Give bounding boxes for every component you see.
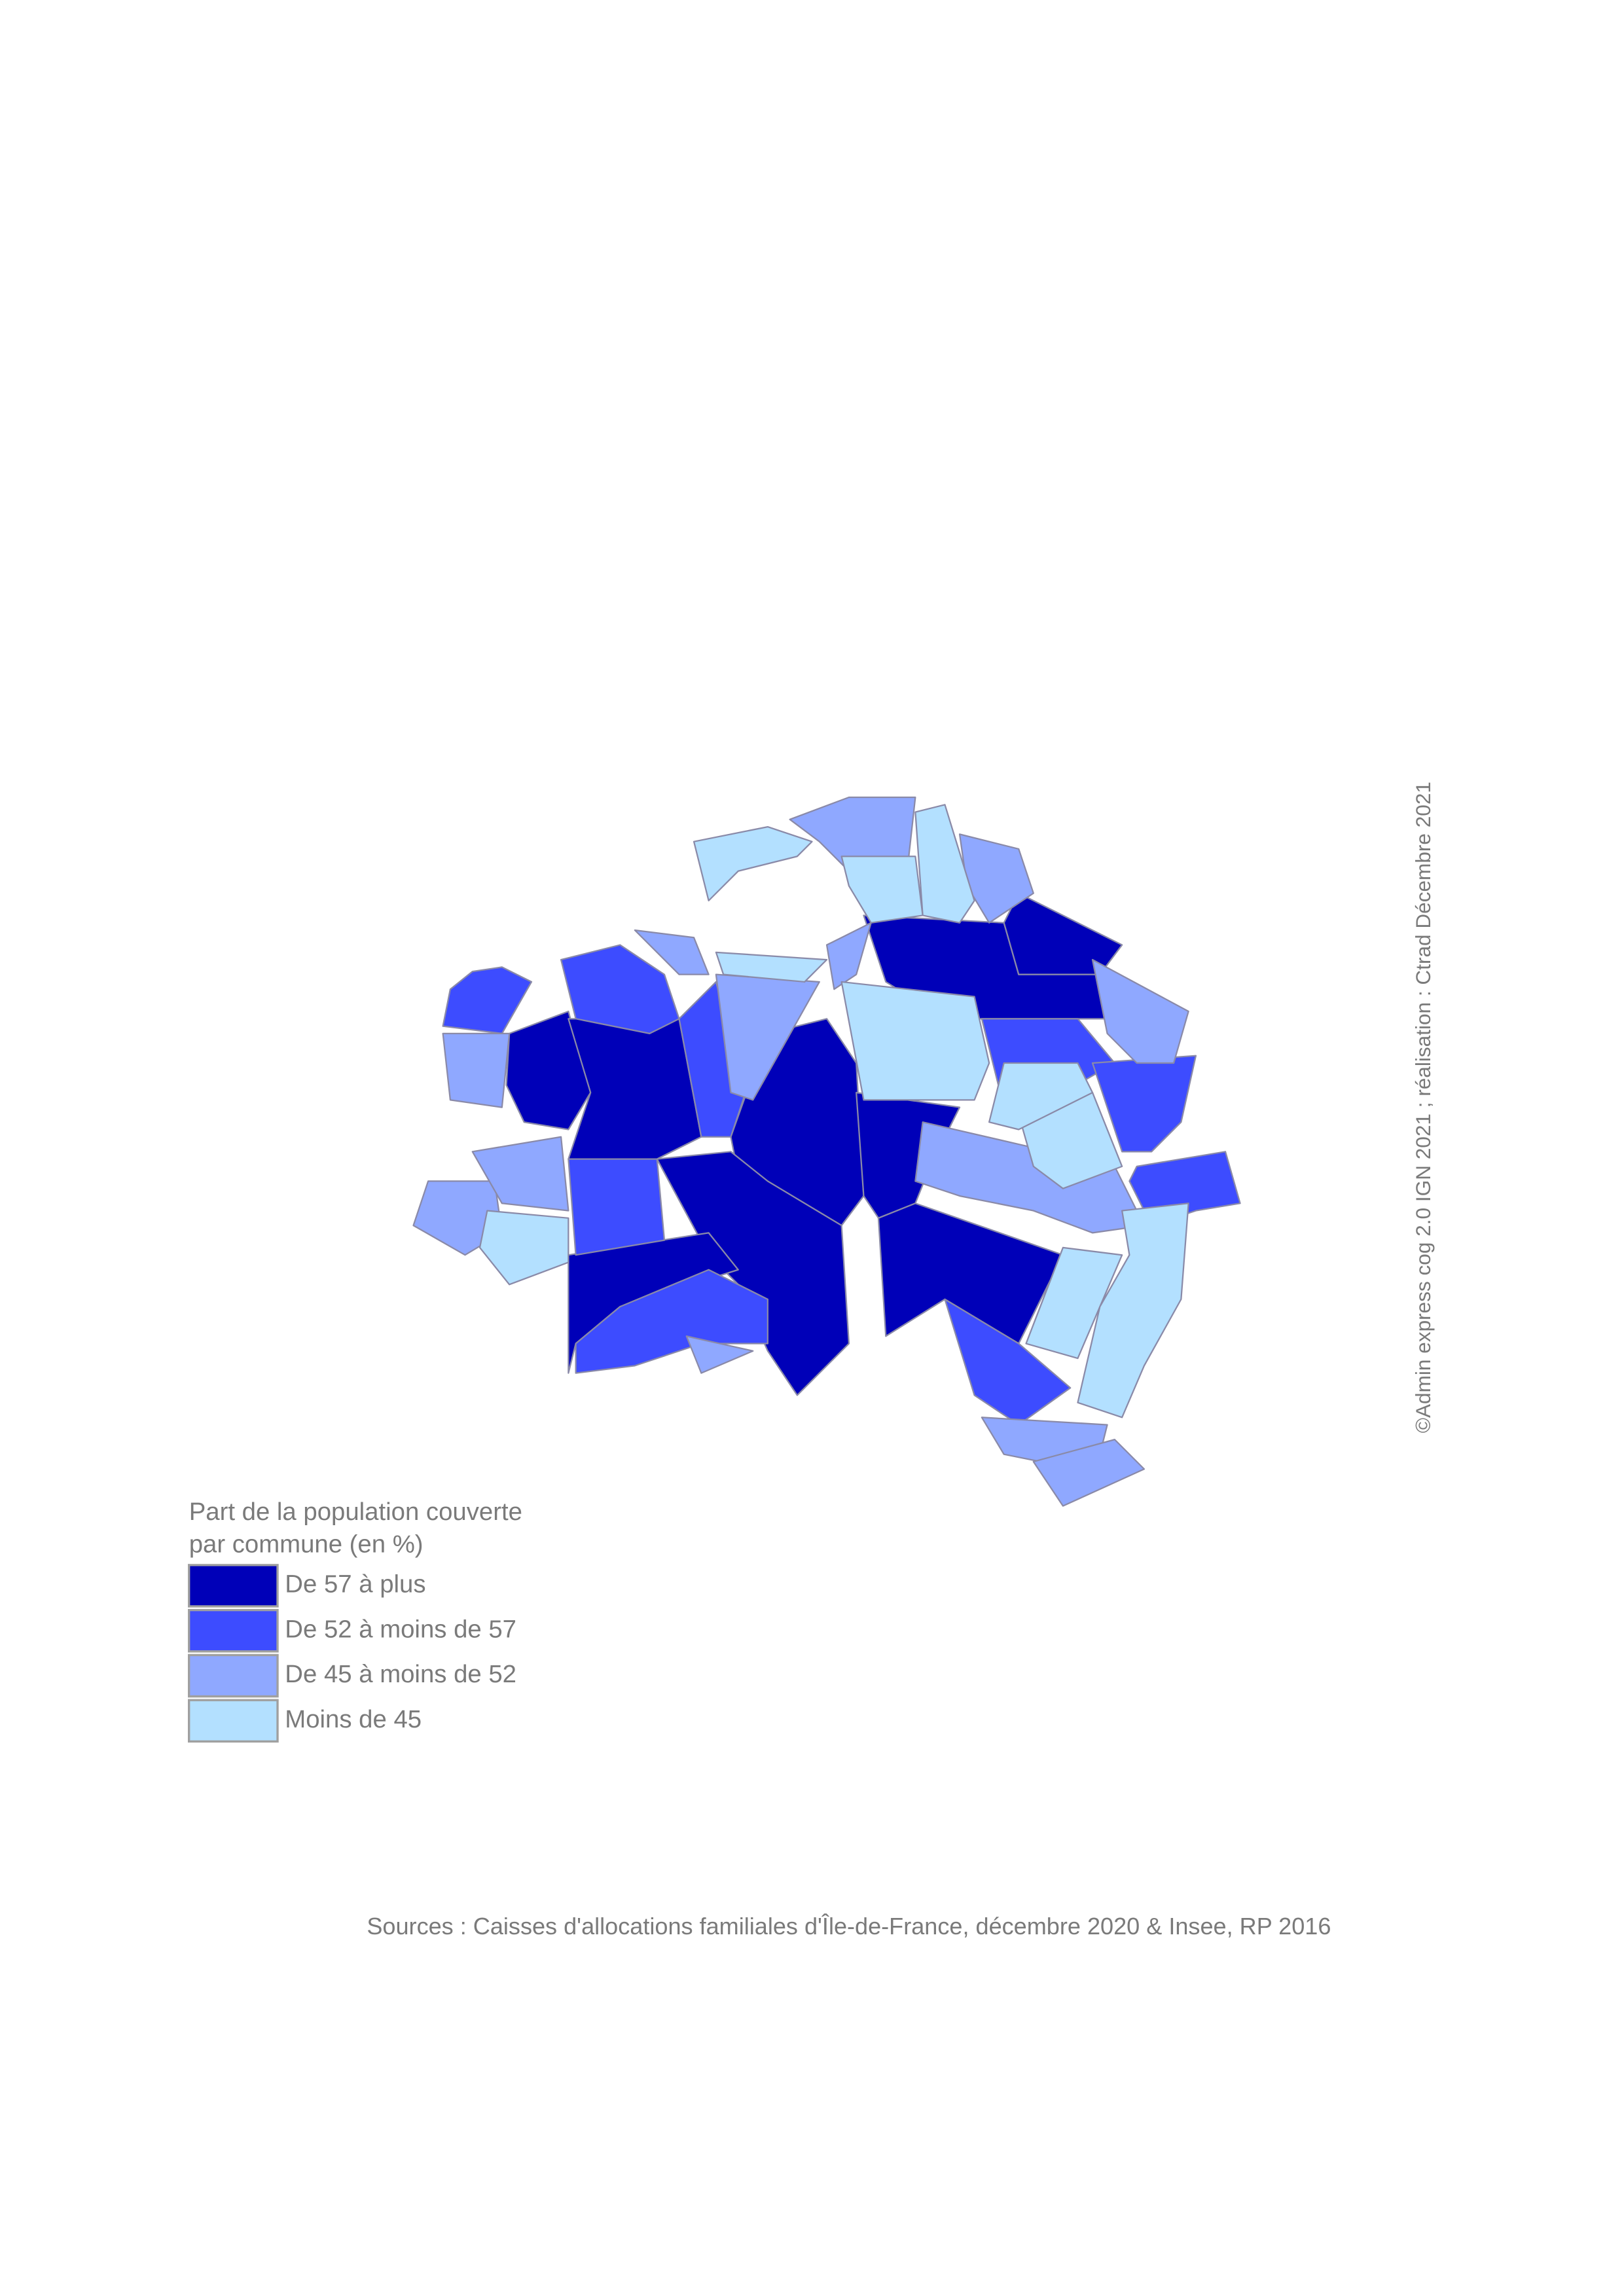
commune [1091, 958, 1189, 1064]
legend-label: De 45 à moins de 52 [285, 1660, 516, 1688]
commune [478, 1210, 569, 1286]
commune [840, 856, 924, 924]
commune [1077, 1202, 1189, 1419]
legend: De 57 à plus De 52 à moins de 57 De 45 à m… [188, 1564, 516, 1743]
map [412, 796, 1241, 1507]
commune [988, 1062, 1094, 1130]
commune [1025, 1246, 1123, 1360]
legend-swatch [188, 1564, 279, 1608]
commune [575, 1269, 768, 1374]
legend-label: De 57 à plus [285, 1570, 425, 1599]
commune [1091, 1055, 1197, 1153]
commune [1003, 892, 1123, 975]
commune [505, 1010, 592, 1130]
commune [471, 1136, 569, 1212]
sources: Sources : Caisses d'allocations familial… [367, 1913, 1331, 1940]
commune [442, 966, 533, 1035]
commune [685, 1335, 754, 1374]
legend-label: De 52 à moins de 57 [285, 1615, 516, 1643]
credit: ©Admin express cog 2.0 IGN 2021 ; réalis… [1411, 782, 1435, 1433]
commune [678, 981, 747, 1138]
commune [568, 1158, 666, 1256]
commune [1032, 1439, 1146, 1507]
commune [840, 981, 990, 1101]
commune [442, 1032, 511, 1108]
legend-title: par commune (en %) [189, 1530, 424, 1559]
commune [825, 922, 872, 990]
commune [634, 929, 710, 975]
commune [914, 804, 975, 924]
legend-swatch [188, 1608, 279, 1653]
commune [944, 1298, 1072, 1426]
commune [693, 825, 813, 902]
legend-swatch [188, 1653, 279, 1698]
commune [715, 951, 828, 983]
legend-swatch [188, 1699, 279, 1743]
legend-title: Part de la population couverte [189, 1498, 522, 1526]
legend-label: Moins de 45 [285, 1705, 422, 1733]
